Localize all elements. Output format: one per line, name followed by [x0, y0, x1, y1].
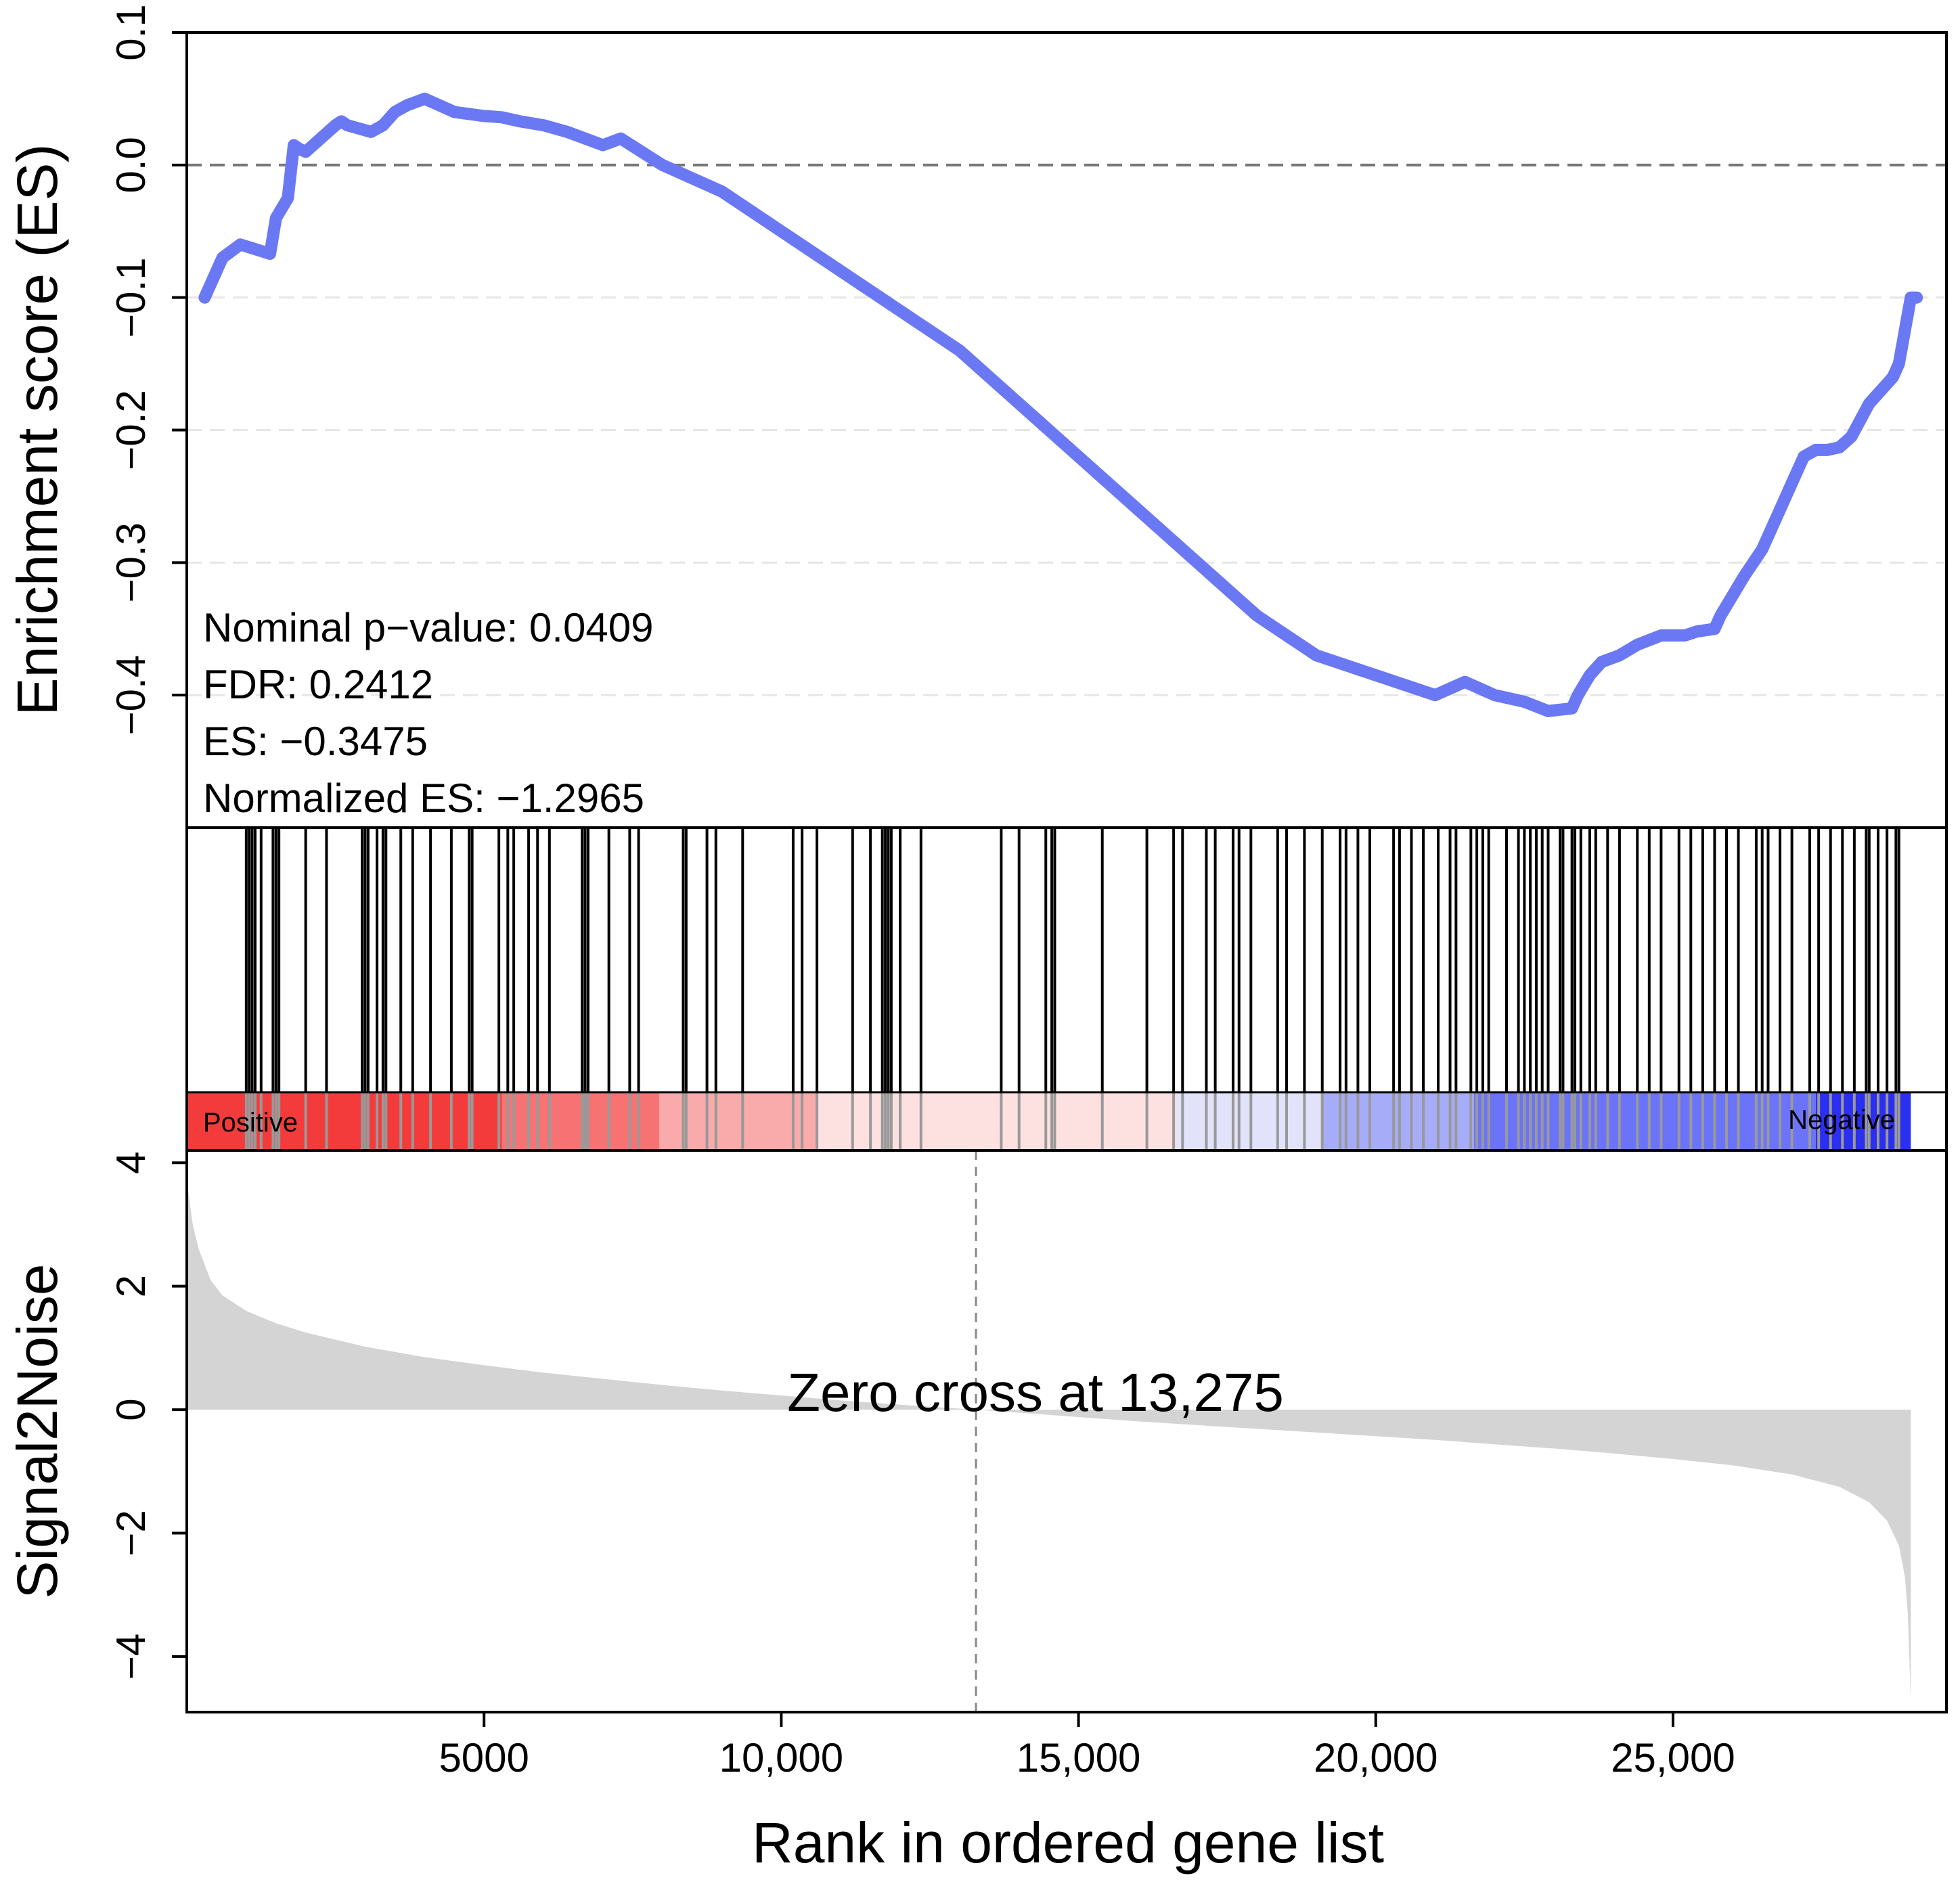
signal2noise-panel: Zero cross at 13,275 −4 −2 0 2 4 Signal2Nois…: [5, 1150, 1911, 1712]
x-axis-tick-label: 10,000: [719, 1735, 844, 1780]
metric-y-tick-label: −2: [108, 1510, 154, 1556]
es-value-label: ES: −0.3475: [203, 719, 428, 764]
color-bar-segment: [817, 1092, 1177, 1150]
x-axis-tick-label: 5000: [439, 1735, 529, 1780]
signal2noise-area: [187, 1181, 1911, 1700]
color-bar-segment: [1322, 1092, 1474, 1150]
x-axis-tick-label: 25,000: [1611, 1735, 1735, 1780]
metric-y-tick-label: 2: [108, 1275, 154, 1297]
color-bar-segment: [502, 1092, 660, 1150]
es-y-axis-title: Enrichment score (ES): [5, 144, 69, 716]
es-y-tick-label: 0.1: [108, 4, 154, 60]
x-axis-ticks: 5000 10,000 15,000 20,000 25,000: [439, 1712, 1735, 1780]
x-axis-tick-label: 20,000: [1314, 1735, 1438, 1780]
es-y-tick-label: −0.4: [108, 655, 154, 735]
metric-y-tick-label: 0: [108, 1398, 154, 1420]
zero-cross-label: Zero cross at 13,275: [787, 1362, 1284, 1422]
positive-label: Positive: [203, 1108, 298, 1138]
es-y-tick-label: 0.0: [108, 137, 154, 193]
negative-label: Negative: [1788, 1105, 1895, 1135]
color-bar-hit-lines: [244, 1092, 1900, 1150]
color-bar-segment: [1176, 1092, 1322, 1150]
gene-hits-panel: [244, 828, 1900, 1092]
plot-frame: [185, 31, 1948, 1713]
es-y-tick-label: −0.1: [108, 257, 154, 337]
gene-hit-lines: [244, 828, 1900, 1092]
x-axis-tick-label: 15,000: [1017, 1735, 1141, 1780]
es-y-tick-label: −0.2: [108, 390, 154, 470]
normalized-es-label: Normalized ES: −1.2965: [203, 776, 644, 821]
fdr-label: FDR: 0.2412: [203, 662, 433, 707]
es-y-tick-label: −0.3: [108, 522, 154, 602]
x-axis-title: Rank in ordered gene list: [752, 1811, 1384, 1875]
es-y-ticks: −0.4 −0.3 −0.2 −0.1 0.0 0.1: [108, 4, 187, 735]
color-bar-segment: [187, 1092, 502, 1150]
metric-y-ticks: −4 −2 0 2 4: [108, 1152, 187, 1680]
nominal-p-value-label: Nominal p−value: 0.0409: [203, 605, 653, 650]
metric-y-axis-title: Signal2Noise: [5, 1264, 69, 1599]
color-bar-segments: [187, 1092, 1911, 1150]
metric-y-tick-label: 4: [108, 1152, 154, 1174]
es-running-line: [198, 92, 1923, 717]
es-panel: −0.4 −0.3 −0.2 −0.1 0.0 0.1 Enrichment score …: [5, 4, 1946, 828]
metric-y-tick-label: −4: [108, 1634, 154, 1680]
ranking-color-bar: Positive Negative: [187, 1092, 1911, 1150]
